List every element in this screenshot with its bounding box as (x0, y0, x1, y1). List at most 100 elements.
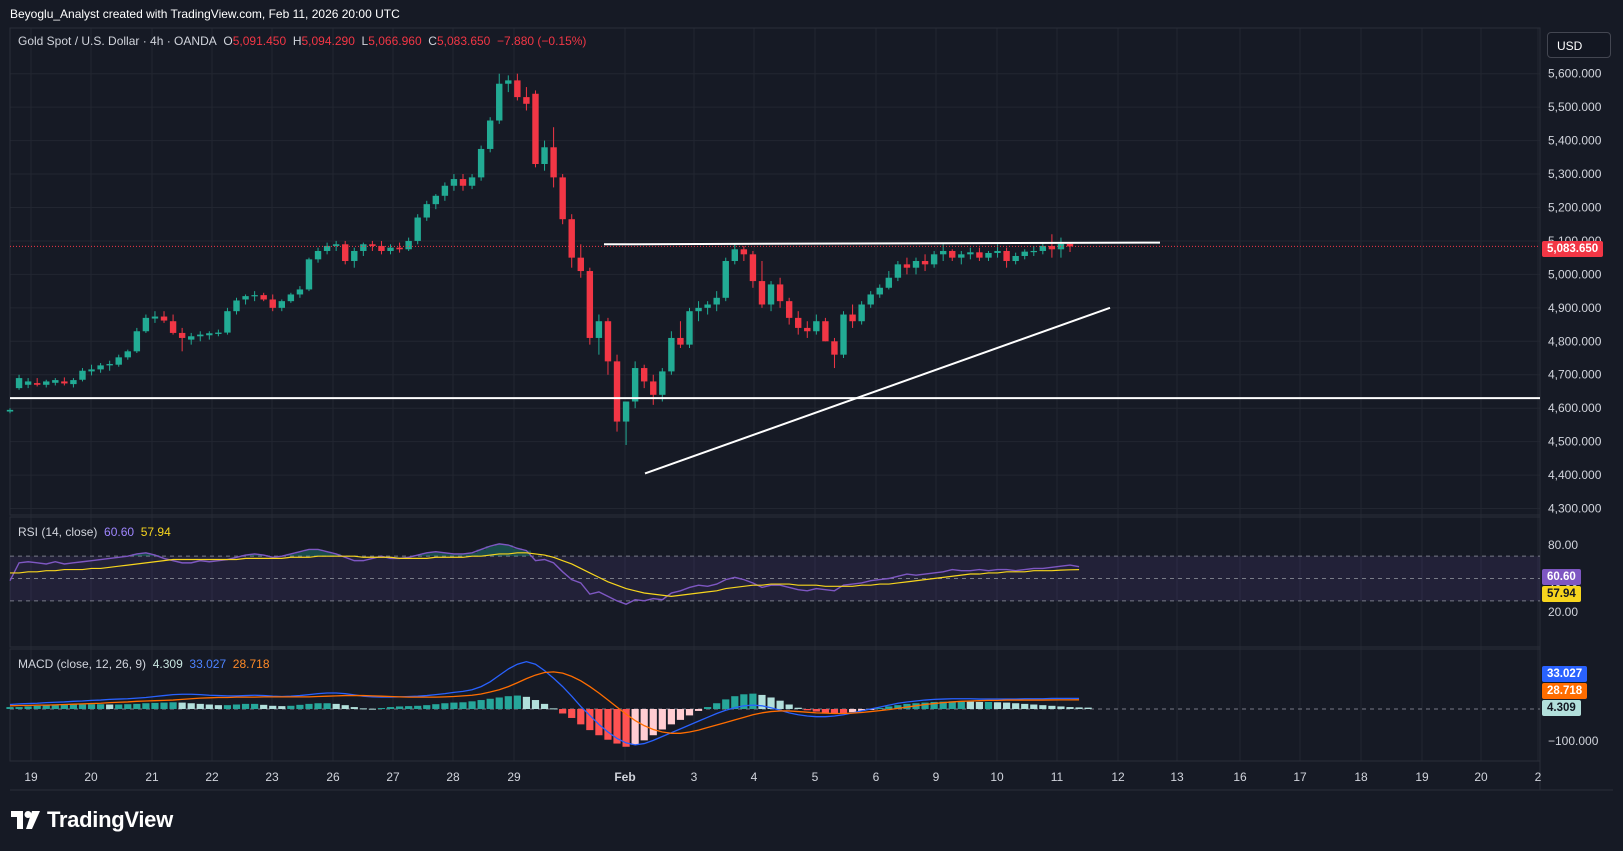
candle-body (260, 295, 267, 300)
time-tick-label: 2 (1535, 770, 1542, 784)
macd-hist-bar (577, 709, 585, 725)
high-value: 5,094.290 (301, 34, 355, 48)
candle-body (921, 261, 929, 265)
candle-body (849, 314, 856, 322)
macd-hist-bar (223, 705, 232, 709)
macd-hist-bar (975, 701, 984, 709)
candle-body (622, 401, 630, 422)
candle-body (278, 301, 285, 308)
rsi-ma-value: 57.94 (140, 525, 171, 539)
symbol-name[interactable]: Gold Spot / U.S. Dollar · 4h · OANDA (18, 34, 217, 48)
macd-hist-bar (568, 709, 576, 718)
macd-hist-bar (142, 703, 150, 709)
candle-body (1021, 251, 1028, 256)
price-tick-label: 4,900.000 (1548, 301, 1602, 315)
candle-body (215, 332, 222, 334)
candle-body (160, 316, 168, 321)
macd-hist-bar (241, 703, 250, 709)
candle-body (804, 327, 811, 332)
macd-hist-bar (794, 707, 802, 709)
candle-body (70, 380, 77, 385)
candle-body (296, 289, 304, 295)
macd-hist-bar (858, 709, 866, 711)
time-tick-label: 10 (990, 770, 1004, 784)
candle-body (876, 287, 883, 295)
macd-hist-bar (332, 703, 340, 709)
candle-body (151, 316, 159, 319)
macd-hist-bar (640, 709, 648, 741)
candle-body (1039, 245, 1047, 251)
candle-body (686, 311, 693, 345)
macd-hist-bar (232, 704, 241, 709)
time-tick-label: 4 (751, 770, 758, 784)
macd-hist-bar (948, 701, 956, 709)
macd-hist-bar (957, 701, 965, 709)
macd-hist-bar (622, 709, 630, 747)
price-tick-label: 5,200.000 (1548, 200, 1602, 214)
macd-hist-bar (803, 709, 811, 711)
candle-body (224, 311, 231, 333)
macd-hist-bar (586, 709, 594, 731)
macd-hist-bar (414, 705, 422, 709)
macd-hist-bar (269, 705, 277, 709)
candle-body (713, 297, 720, 305)
macd-hist-bar (251, 703, 259, 709)
candle-body (559, 177, 566, 220)
macd-hist-bar (33, 705, 41, 709)
macd-hist-bar (649, 709, 657, 736)
macd-hist-bar (722, 699, 730, 709)
candle-body (668, 337, 675, 372)
close-value: 5,083.650 (436, 34, 491, 48)
macd-value-badge: 33.027 (1542, 666, 1588, 682)
price-tick-label: 5,400.000 (1548, 134, 1602, 148)
macd-hist-bar (432, 704, 440, 709)
chart-credit: Beyoglu_Analyst created with TradingView… (10, 7, 400, 21)
macd-hist-bar (314, 703, 322, 709)
macd-hist-bar (667, 709, 675, 725)
macd-hist-bar (676, 709, 685, 720)
candle-body (650, 381, 657, 395)
macd-hist-bar (540, 703, 549, 709)
macd-hist-bar (930, 701, 938, 709)
brand-wordmark: TradingView (47, 807, 173, 832)
tradingview-logo[interactable]: TradingView (11, 807, 173, 832)
macd-tick-label: −100.000 (1548, 734, 1599, 748)
currency-button[interactable]: USD (1547, 32, 1611, 58)
rsi-ma-badge: 57.94 (1542, 586, 1581, 602)
time-tick-label: 16 (1233, 770, 1247, 784)
candle-body (985, 252, 992, 258)
candle-body (1048, 245, 1056, 250)
candle-body (323, 245, 331, 251)
rising-trendline (644, 306, 1111, 475)
open-value: 5,091.450 (232, 34, 287, 48)
price-tick-label: 5,300.000 (1548, 167, 1602, 181)
candle-body (405, 240, 412, 250)
macd-hist-bar (1075, 707, 1083, 709)
macd-hist-bar (395, 706, 404, 709)
macd-line-value: 33.027 (189, 657, 227, 671)
candle-body (939, 250, 947, 255)
macd-hist-bar (15, 707, 23, 709)
macd-hist-bar (359, 708, 367, 710)
signal-value-badge: 28.718 (1542, 683, 1588, 699)
macd-hist-bar (1039, 705, 1047, 709)
rsi-legend: RSI (14, close) 60.60 57.94 (18, 525, 171, 539)
close-label: C (428, 34, 437, 48)
candle-body (97, 365, 104, 370)
candle-body (52, 380, 59, 383)
macd-hist-bar (178, 702, 186, 709)
macd-hist-bar (595, 709, 603, 736)
candle-body (24, 381, 32, 385)
candle-body (840, 314, 847, 355)
candle-body (423, 204, 430, 218)
candle-body (867, 294, 874, 305)
macd-hist-bar (812, 709, 820, 712)
macd-hist-bar (296, 704, 304, 709)
candle-body (124, 351, 131, 358)
candle-body (505, 80, 512, 84)
candle-body (459, 179, 467, 186)
rsi-label[interactable]: RSI (14, close) (18, 525, 98, 539)
macd-label[interactable]: MACD (close, 12, 26, 9) (18, 657, 147, 671)
macd-hist-bar (885, 706, 893, 709)
